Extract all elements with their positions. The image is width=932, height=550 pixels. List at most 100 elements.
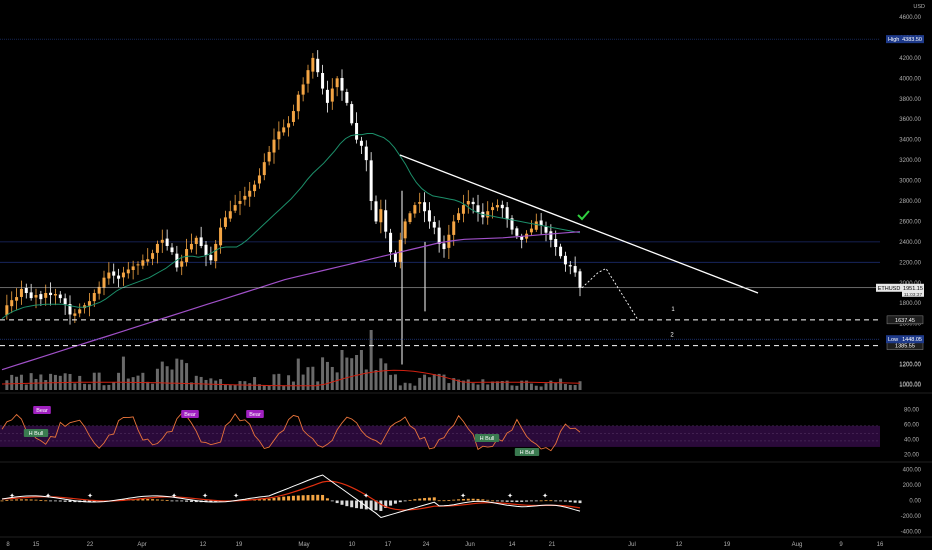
macd-histogram-bar [486,499,490,501]
time-tick-label: 12 [200,542,207,548]
volume-bar [24,384,28,390]
rsi-signal-label: Bear [249,412,261,418]
macd-histogram-bar [19,499,23,501]
rsi-signal-badge [514,448,540,456]
macd-histogram-bar [403,500,407,502]
candle-body [68,304,72,315]
rsi-signal-label: Bear [36,408,48,414]
price-tick-label: 3200.00 [899,158,921,164]
volume-bar [500,380,504,390]
time-tick-label: 17 [385,542,392,548]
time-tick-label: 24 [423,542,430,548]
candle-body [471,201,475,205]
macd-histogram-bar [15,499,19,501]
price-tick-label: 4200.00 [899,56,921,62]
macd-tick-label: -200.00 [901,514,922,520]
candle-body [243,195,247,200]
macd-histogram-bar [151,499,155,501]
candle-body [204,244,208,256]
volume-bar [5,380,9,390]
macd-histogram-bar [554,500,558,502]
volume-bar [398,385,402,390]
volume-bar [223,384,227,390]
candle-body [510,218,514,230]
macd-tick-label: -400.00 [901,529,922,535]
volume-bar [87,384,91,390]
macd-signal-line [1,480,581,511]
rsi-pane: Bear H Bull Bear Bear H Bull H Bull [0,406,880,456]
level-price-tag [886,315,924,325]
candle-body [214,243,218,262]
macd-histogram-bar [68,500,72,503]
macd-histogram-bar [432,497,436,501]
price-axis[interactable]: USD 1000.001200.001400.001600.001800.002… [876,4,925,535]
macd-histogram-bar [170,500,174,502]
macd-histogram-bar [257,498,261,501]
candle-body [563,255,567,265]
price-tick-label: 3800.00 [899,97,921,103]
candle-body [73,313,77,316]
candle-body [141,260,145,266]
candle-body [24,287,28,293]
volume-bar [92,372,96,390]
candle-body [223,217,227,227]
high-tag [886,35,924,44]
macd-histogram-bar [389,500,393,506]
candle-body [321,73,325,89]
macd-histogram-bar [355,500,359,509]
volume-bar [374,369,378,390]
time-tick-label: 14 [509,542,516,548]
volume-bar [306,367,310,390]
candle-body [452,221,456,235]
volume-bar [495,381,499,390]
volume-bar [160,361,164,390]
price-tick-label: 2400.00 [899,240,921,246]
macd-histogram-bar [369,500,373,510]
candle-body [374,201,378,222]
candle-body [350,104,354,124]
volume-bar [311,366,315,390]
candle-body [306,70,310,84]
candle-body [107,272,111,279]
candle-body [34,295,38,298]
macd-histogram-bar [63,500,67,502]
candle-body [10,300,14,307]
macd-histogram-bar [209,500,213,502]
candle-body [549,231,553,240]
candle-body [53,294,57,296]
candle-body [151,253,155,259]
candle-body [534,221,538,230]
macd-histogram-bar [359,500,363,509]
macd-histogram-bar [175,500,179,502]
macd-histogram-bar [214,500,218,502]
macd-histogram-bar [471,498,475,501]
macd-histogram-bar [180,500,184,502]
volume-bar [204,379,208,390]
volume-bar [578,381,582,390]
volume-bar [549,380,553,390]
rsi-signal-badge [181,410,199,418]
volume-bar [296,358,300,390]
candle-body [209,254,213,261]
macd-histogram-bar [491,500,495,502]
volume-bar [107,384,111,390]
macd-histogram-bar [146,498,150,501]
volume-bar [476,384,480,390]
macd-histogram-bar [73,500,77,503]
volume-bar [447,383,451,390]
time-axis[interactable]: 8 15 22 Apr 12 19 May 10 17 24 Jun 14 21 Jul 12 19 Aug 9 1… [6,542,884,548]
candle-body [568,265,572,267]
macd-histogram-bar [325,498,329,501]
candle-body [437,227,441,244]
volume-bar [248,383,252,390]
candle-body [160,239,164,243]
macd-histogram-bar [447,500,451,501]
macd-histogram-bar [34,499,38,501]
time-tick-label: 9 [839,542,843,548]
macd-histogram-bar [49,500,53,502]
volume-bar [364,369,368,390]
price-pane[interactable]: 12 [0,38,880,371]
macd-histogram-bar [296,495,300,501]
volume-bar [19,374,23,390]
